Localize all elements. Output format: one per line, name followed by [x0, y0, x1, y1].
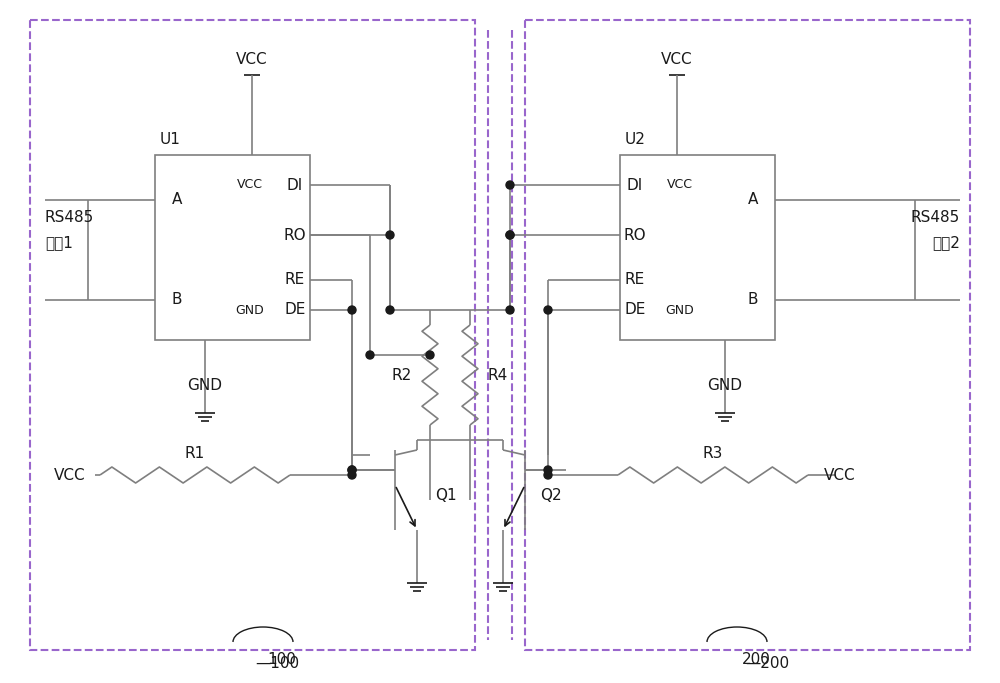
Circle shape	[544, 471, 552, 479]
Text: U2: U2	[625, 133, 646, 148]
Text: R3: R3	[703, 445, 723, 460]
Text: DI: DI	[627, 178, 643, 193]
Text: —100: —100	[255, 656, 299, 671]
Text: 总线1: 总线1	[45, 236, 73, 251]
Circle shape	[506, 231, 514, 239]
Text: DE: DE	[624, 303, 646, 318]
Text: VCC: VCC	[54, 467, 86, 482]
Text: VCC: VCC	[236, 53, 268, 68]
Text: RO: RO	[284, 227, 306, 242]
Circle shape	[506, 306, 514, 314]
Text: A: A	[172, 193, 182, 208]
Circle shape	[506, 181, 514, 189]
Text: B: B	[172, 292, 182, 307]
Circle shape	[506, 231, 514, 239]
Circle shape	[366, 351, 374, 359]
Text: B: B	[748, 292, 758, 307]
Text: DI: DI	[287, 178, 303, 193]
Circle shape	[348, 466, 356, 474]
Circle shape	[348, 471, 356, 479]
Circle shape	[426, 351, 434, 359]
Text: Q1: Q1	[435, 488, 457, 503]
Text: 200: 200	[742, 652, 770, 667]
Text: R4: R4	[488, 367, 508, 382]
Circle shape	[386, 306, 394, 314]
Text: 总线2: 总线2	[932, 236, 960, 251]
Text: GND: GND	[188, 378, 222, 393]
Circle shape	[544, 306, 552, 314]
Text: RS485: RS485	[45, 210, 94, 225]
Text: RS485: RS485	[911, 210, 960, 225]
Text: R2: R2	[392, 367, 412, 382]
Text: Q2: Q2	[540, 488, 562, 503]
Text: VCC: VCC	[824, 467, 856, 482]
Text: U1: U1	[160, 133, 181, 148]
Bar	[155, 155, 310, 340]
Bar	[525, 20, 970, 650]
Text: RE: RE	[285, 273, 305, 288]
Circle shape	[544, 466, 552, 474]
Circle shape	[348, 466, 356, 474]
Text: GND: GND	[236, 303, 264, 316]
Text: VCC: VCC	[237, 178, 263, 191]
Text: VCC: VCC	[667, 178, 693, 191]
Circle shape	[348, 306, 356, 314]
Text: VCC: VCC	[661, 53, 693, 68]
Bar	[620, 155, 775, 340]
Circle shape	[386, 231, 394, 239]
Text: R1: R1	[185, 445, 205, 460]
Text: RE: RE	[625, 273, 645, 288]
Text: GND: GND	[708, 378, 742, 393]
Bar	[30, 20, 475, 650]
Text: GND: GND	[666, 303, 694, 316]
Text: A: A	[748, 193, 758, 208]
Text: —200: —200	[745, 656, 789, 671]
Text: DE: DE	[284, 303, 306, 318]
Text: 100: 100	[268, 652, 296, 667]
Text: RO: RO	[624, 227, 646, 242]
